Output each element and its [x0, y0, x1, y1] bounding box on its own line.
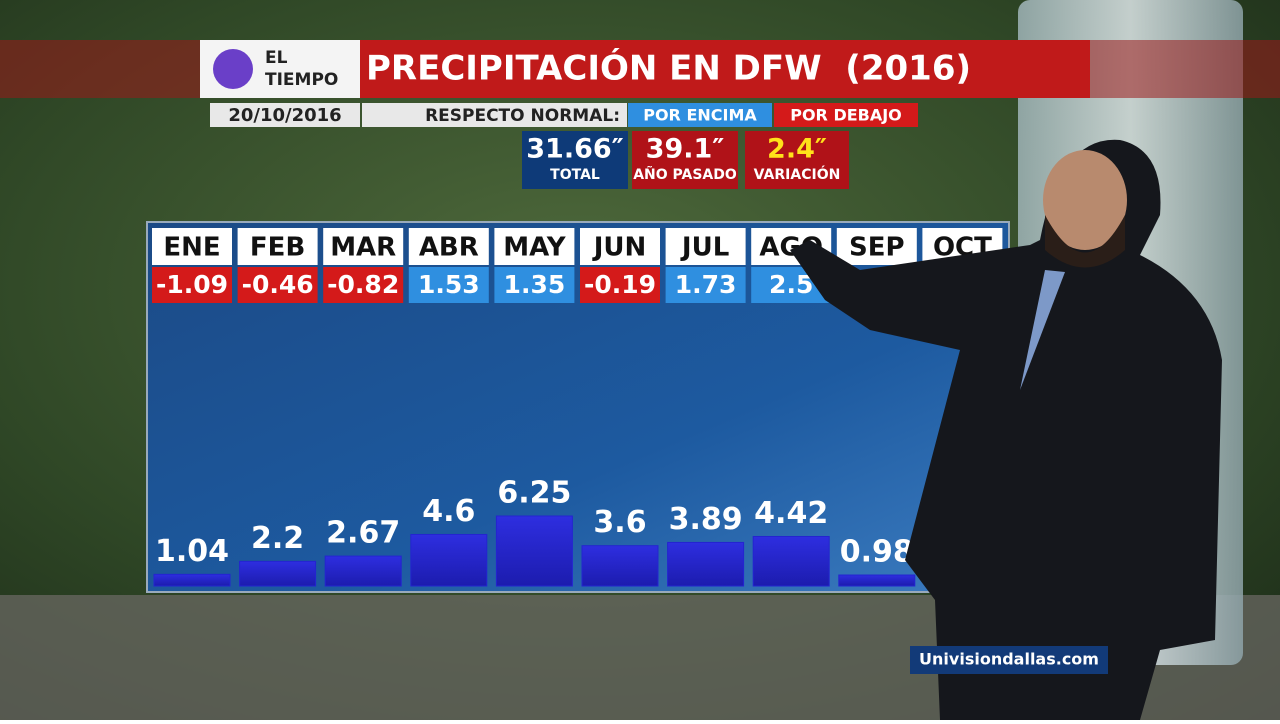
logo-mark: [213, 49, 253, 89]
value-label: 4.42: [754, 496, 828, 531]
value-label: 4.6: [422, 494, 475, 529]
anomaly-label: -0.19: [584, 270, 656, 299]
legend-label: POR ENCIMA: [643, 106, 757, 125]
anomaly-label: -0.46: [242, 270, 314, 299]
category-box: [408, 228, 489, 265]
website: Univisiondallas.com: [919, 650, 1099, 669]
value-label: 2.67: [326, 516, 400, 551]
bar: [153, 573, 231, 587]
summary-label: AÑO PASADO: [633, 166, 737, 183]
category-label: JUL: [680, 233, 729, 263]
summary-value: 39.1″: [646, 134, 725, 165]
summary-value: 31.66″: [526, 134, 623, 165]
bar: [410, 533, 488, 587]
category-label: ABR: [419, 233, 479, 263]
website-box: [910, 646, 1108, 674]
summary-label: TOTAL: [550, 167, 600, 183]
title-box: [360, 40, 1090, 98]
anomaly-box: [408, 267, 489, 303]
category-label: ENE: [163, 233, 220, 263]
bar: [324, 555, 402, 587]
category-label: MAY: [503, 233, 567, 263]
category-label: JUN: [592, 233, 647, 263]
category-label: SEP: [849, 233, 905, 263]
anomaly-box: [665, 267, 746, 303]
logo-text: TIEMPO: [265, 70, 338, 90]
legend-swatch: [774, 103, 918, 127]
category-box: [152, 228, 232, 265]
legend-swatch: [628, 103, 772, 127]
summary-box: [745, 131, 849, 189]
anomaly-box: [323, 267, 404, 303]
anomaly-box: [494, 267, 575, 303]
bar: [838, 574, 916, 587]
bar: [495, 515, 573, 587]
value-label: 3.89: [669, 502, 743, 537]
logo-text: EL: [265, 48, 288, 68]
presenter: [790, 139, 1222, 721]
value-label: 1.04: [155, 534, 229, 569]
presenter-face: [1043, 150, 1127, 250]
bar: [239, 560, 317, 587]
presenter-beard: [1045, 215, 1125, 268]
summary-label: VARIACIÓN: [754, 165, 841, 183]
bar: [752, 535, 830, 587]
anomaly-box: [580, 267, 660, 303]
legend-label: POR DEBAJO: [790, 106, 902, 125]
category-label: FEB: [250, 233, 305, 263]
date: 20/10/2016: [228, 105, 341, 126]
anomaly-label: 1.35: [504, 270, 566, 299]
bar: [581, 545, 659, 587]
category-box: [836, 228, 917, 265]
category-box: [494, 228, 575, 265]
category-label: MAR: [330, 233, 396, 263]
value-label: 3.6: [593, 505, 646, 540]
summary-box: [632, 131, 738, 189]
anomaly-box: [237, 267, 318, 303]
summary-box: [522, 131, 628, 189]
anomaly-label: 1.53: [418, 270, 480, 299]
anomaly-label: 2.5: [769, 270, 813, 299]
title: PRECIPITACIÓN EN DFW (2016): [366, 48, 971, 89]
category-box: [323, 228, 404, 265]
presenter-tie: [1020, 270, 1065, 390]
legend-label-box: [362, 103, 627, 127]
category-box: [237, 228, 318, 265]
bar: [667, 541, 745, 587]
anomaly-box: [152, 267, 232, 303]
legend-label: RESPECTO NORMAL:: [425, 106, 620, 126]
value-label: 6.25: [497, 476, 571, 511]
category-box: [665, 228, 746, 265]
value-label: 2.2: [251, 521, 304, 556]
category-box: [580, 228, 660, 265]
anomaly-label: 1.73: [675, 270, 737, 299]
summary-value: 2.4″: [767, 134, 827, 165]
anomaly-label: -0.82: [327, 270, 399, 299]
anomaly-label: -1.09: [156, 270, 228, 299]
date-box: [210, 103, 360, 127]
value-label: 0.98: [840, 535, 914, 570]
